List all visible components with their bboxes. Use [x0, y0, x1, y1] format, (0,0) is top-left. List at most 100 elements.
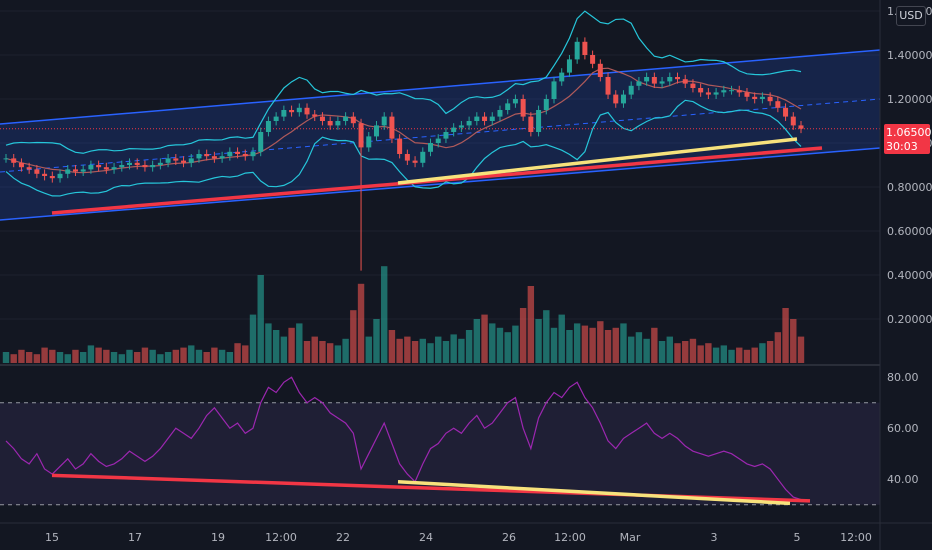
candle-body [559, 72, 565, 82]
candle-body [296, 107, 302, 113]
currency-button[interactable]: USD [896, 6, 926, 26]
volume-bar [689, 338, 697, 363]
volume-bar [589, 327, 596, 363]
candle-body [173, 158, 179, 161]
candle-body [119, 165, 125, 168]
candle-body [373, 125, 379, 137]
volume-bar [481, 314, 488, 363]
candle-body [428, 143, 434, 152]
volume-bar [381, 266, 388, 363]
volume-bars [0, 266, 932, 366]
candle-body [752, 96, 758, 99]
volume-bar [442, 341, 450, 363]
volume-bar [597, 321, 604, 363]
rsi-tick-label: 80.00 [887, 371, 919, 384]
candle-body [420, 151, 426, 163]
volume-bar [319, 341, 326, 363]
price-axis[interactable]: 1.6000001.4000001.2000001.0000000.800000… [879, 0, 932, 550]
volume-bar [465, 330, 473, 363]
candle-body [273, 116, 279, 121]
candle-body [636, 81, 642, 86]
volume-bar [272, 330, 280, 363]
time-tick-label: 12:00 [265, 531, 297, 544]
volume-bar [288, 327, 295, 363]
volume-bar [388, 330, 396, 363]
candle-body [335, 121, 341, 126]
volume-bar [242, 345, 249, 363]
volume-bar [496, 327, 504, 363]
volume-bar [118, 354, 125, 363]
candle-body [551, 81, 557, 99]
volume-bar [527, 286, 535, 363]
volume-bar [427, 343, 434, 363]
candle-body [26, 167, 32, 170]
candle-body [18, 162, 24, 168]
candle-body [211, 156, 217, 159]
candle-body [682, 79, 688, 84]
channel-midline [0, 98, 881, 173]
candle-body [489, 116, 495, 121]
candle-body [597, 63, 603, 77]
price-badge-bg [884, 124, 930, 154]
volume-bar [627, 336, 635, 363]
rsi-yellow-trendline [397, 480, 791, 506]
channel-upper-line [0, 49, 881, 125]
candle-body [327, 121, 333, 126]
time-tick-label: 26 [502, 531, 516, 544]
candle-body [258, 132, 264, 152]
volume-bar [72, 349, 79, 363]
volume-bar [612, 327, 619, 363]
volume-bar [751, 347, 758, 363]
candle-body [181, 160, 187, 163]
candle-body [88, 165, 94, 170]
candle-body [644, 77, 650, 82]
volume-bar [2, 352, 10, 363]
rsi-tick-label: 40.00 [887, 473, 919, 486]
candle-body [582, 41, 588, 55]
channel-lower-line [0, 147, 881, 221]
volume-bar [396, 338, 403, 363]
volume-bar [450, 334, 457, 363]
rsi-panel[interactable] [0, 376, 880, 506]
volume-bar [504, 332, 511, 363]
volume-bar [697, 345, 704, 363]
candle-body [204, 154, 210, 157]
candle-body [729, 90, 735, 92]
candle-body [281, 110, 287, 117]
candle-body [412, 160, 418, 163]
candle-body [536, 110, 542, 132]
candle-body [111, 167, 117, 170]
time-axis[interactable]: 15 17 19 12:00 22 24 26 12:00 Mar 3 5 12:00 [0, 522, 932, 544]
time-tick-label: 19 [211, 531, 225, 544]
volume-bar [172, 349, 180, 363]
price-channel [0, 49, 881, 221]
volume-bar [326, 343, 334, 363]
volume-bar [643, 338, 650, 363]
candle-body [96, 165, 102, 168]
volume-bar [728, 349, 735, 363]
candle-body [659, 81, 665, 84]
time-tick-label: 12:00 [840, 531, 872, 544]
candle-body [620, 94, 626, 104]
candle-body [775, 101, 781, 108]
candle-body [759, 96, 765, 99]
bollinger-lower [5, 99, 802, 197]
candle-body [126, 162, 132, 165]
time-tick-label: 3 [711, 531, 718, 544]
volume-bar [303, 341, 311, 363]
time-tick-label: 15 [45, 531, 59, 544]
candle-body [49, 176, 55, 179]
candle-body [242, 154, 248, 157]
volume-bar [558, 314, 565, 363]
candlesticks[interactable] [3, 37, 804, 271]
candle-body [574, 41, 580, 60]
candle-body [350, 116, 356, 124]
volume-bar [226, 352, 234, 363]
volume-bar [79, 352, 87, 363]
candle-body [767, 96, 773, 102]
volume-bar [712, 347, 720, 363]
